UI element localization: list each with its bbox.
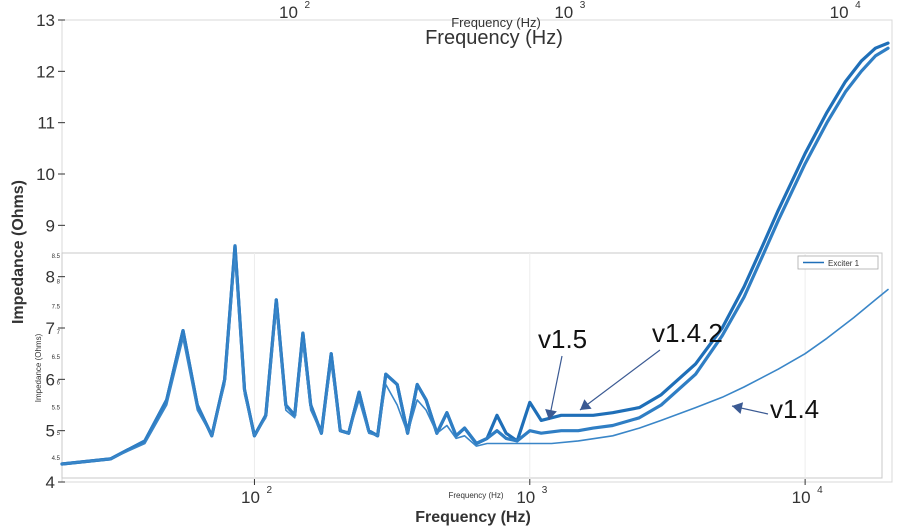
x-axis-title-top-small: Frequency (Hz) (451, 15, 541, 30)
x-tick-exponent-top: 3 (580, 0, 586, 11)
y-tick-label: 8 (46, 268, 55, 287)
inner-y-tick-label: 7.5 (52, 305, 61, 311)
x-tick-label-top: 10 (554, 3, 573, 22)
series-layer (60, 41, 890, 466)
y-tick-label: 6 (46, 370, 55, 389)
inner-y-tick-label: 8.5 (52, 254, 61, 260)
annotation-arrow-head (580, 399, 592, 410)
x-tick-exponent-top: 4 (855, 0, 861, 11)
inner-y-tick-label: 7 (57, 330, 61, 336)
inner-y-tick-label: 6 (57, 380, 61, 386)
annotation-arrow-line (579, 349, 661, 411)
series-line (61, 255, 889, 465)
y-tick-label: 11 (37, 114, 55, 133)
x-tick-exponent-bottom: 4 (817, 485, 823, 496)
inner-y-tick-label: 5 (57, 431, 61, 437)
x-tick-label-bottom: 10 (241, 488, 260, 507)
inner-x-axis-title: Frequency (Hz) (448, 491, 503, 500)
y-axis-title: Impedance (Ohms) (10, 180, 27, 324)
annotation-arrow-head (732, 402, 744, 414)
annotation-arrow-line (548, 355, 563, 421)
x-tick-label-bottom: 10 (792, 488, 811, 507)
x-tick-label-bottom: 10 (516, 488, 535, 507)
y-tick-label: 5 (46, 422, 55, 441)
legend: Exciter 1 (797, 255, 879, 270)
annotation-arrow-head (545, 409, 557, 420)
x-tick-exponent-bottom: 2 (266, 485, 272, 496)
x-tick-exponent-bottom: 3 (542, 485, 548, 496)
y-tick-label: 12 (36, 62, 55, 81)
x-axis-ticks: 10 2 10 2 10 3 10 3 10 4 10 4 (241, 0, 861, 507)
gridlines (253, 253, 806, 478)
inner-y-tick-label: 4.5 (52, 456, 61, 462)
inner-y-axis-ticks: 4.5 5 5.5 6 6.5 7 7.5 8 8.5 (52, 254, 61, 462)
x-axis-title-top: Frequency (Hz) (425, 27, 563, 49)
annotation-label: v1.4.2 (652, 318, 723, 348)
y-tick-label: 9 (46, 216, 55, 235)
y-tick-label: 10 (36, 165, 55, 184)
annotation-label: v1.4 (770, 394, 819, 424)
annotation-label: v1.5 (538, 324, 587, 354)
legend-box (797, 255, 879, 270)
inner-y-axis-title: Impedance (Ohms) (34, 333, 43, 402)
y-axis-ticks: 4 5 6 7 8 9 10 11 12 13 (36, 11, 65, 492)
inner-y-tick-label: 5.5 (52, 406, 61, 412)
inner-y-tick-label: 6.5 (52, 355, 61, 361)
x-tick-exponent-top: 2 (304, 0, 310, 11)
annotations-layer: v1.5 v1.4.2 v1.4 (538, 318, 819, 424)
x-axis-title-bottom: Frequency (Hz) (415, 509, 531, 526)
x-tick-label-top: 10 (279, 3, 298, 22)
inner-plot-area (61, 252, 883, 479)
legend-label: Exciter 1 (828, 259, 860, 268)
y-tick-label: 7 (46, 319, 55, 338)
y-tick-label: 13 (36, 11, 55, 30)
y-tick-label: 4 (46, 473, 55, 492)
inner-y-tick-label: 8 (57, 279, 61, 285)
x-tick-label-top: 10 (830, 3, 849, 22)
